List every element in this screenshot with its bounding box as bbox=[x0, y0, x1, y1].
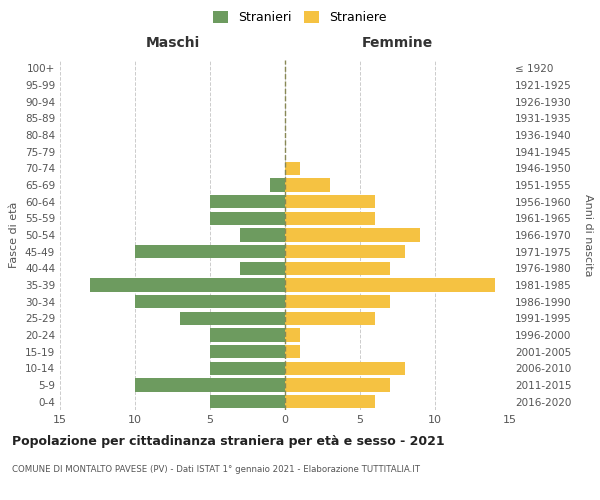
Bar bbox=[285, 312, 375, 325]
Bar bbox=[135, 378, 285, 392]
Bar bbox=[285, 295, 390, 308]
Y-axis label: Fasce di età: Fasce di età bbox=[10, 202, 19, 268]
Text: Femmine: Femmine bbox=[362, 36, 433, 50]
Bar bbox=[210, 362, 285, 375]
Legend: Stranieri, Straniere: Stranieri, Straniere bbox=[208, 6, 392, 29]
Text: Popolazione per cittadinanza straniera per età e sesso - 2021: Popolazione per cittadinanza straniera p… bbox=[12, 435, 445, 448]
Bar bbox=[210, 395, 285, 408]
Bar bbox=[285, 395, 375, 408]
Bar bbox=[135, 245, 285, 258]
Bar bbox=[285, 328, 300, 342]
Bar bbox=[285, 262, 390, 275]
Bar bbox=[210, 195, 285, 208]
Bar bbox=[285, 245, 405, 258]
Bar bbox=[270, 178, 285, 192]
Bar bbox=[180, 312, 285, 325]
Bar bbox=[285, 212, 375, 225]
Text: COMUNE DI MONTALTO PAVESE (PV) - Dati ISTAT 1° gennaio 2021 - Elaborazione TUTTI: COMUNE DI MONTALTO PAVESE (PV) - Dati IS… bbox=[12, 465, 420, 474]
Bar bbox=[285, 228, 420, 241]
Bar bbox=[285, 345, 300, 358]
Bar bbox=[90, 278, 285, 291]
Y-axis label: Anni di nascita: Anni di nascita bbox=[583, 194, 593, 276]
Bar bbox=[135, 295, 285, 308]
Bar bbox=[210, 212, 285, 225]
Bar bbox=[285, 178, 330, 192]
Bar bbox=[285, 378, 390, 392]
Bar bbox=[285, 278, 495, 291]
Bar bbox=[240, 228, 285, 241]
Bar bbox=[285, 362, 405, 375]
Bar bbox=[285, 162, 300, 175]
Bar bbox=[210, 328, 285, 342]
Bar bbox=[285, 195, 375, 208]
Text: Maschi: Maschi bbox=[145, 36, 200, 50]
Bar bbox=[240, 262, 285, 275]
Bar bbox=[210, 345, 285, 358]
